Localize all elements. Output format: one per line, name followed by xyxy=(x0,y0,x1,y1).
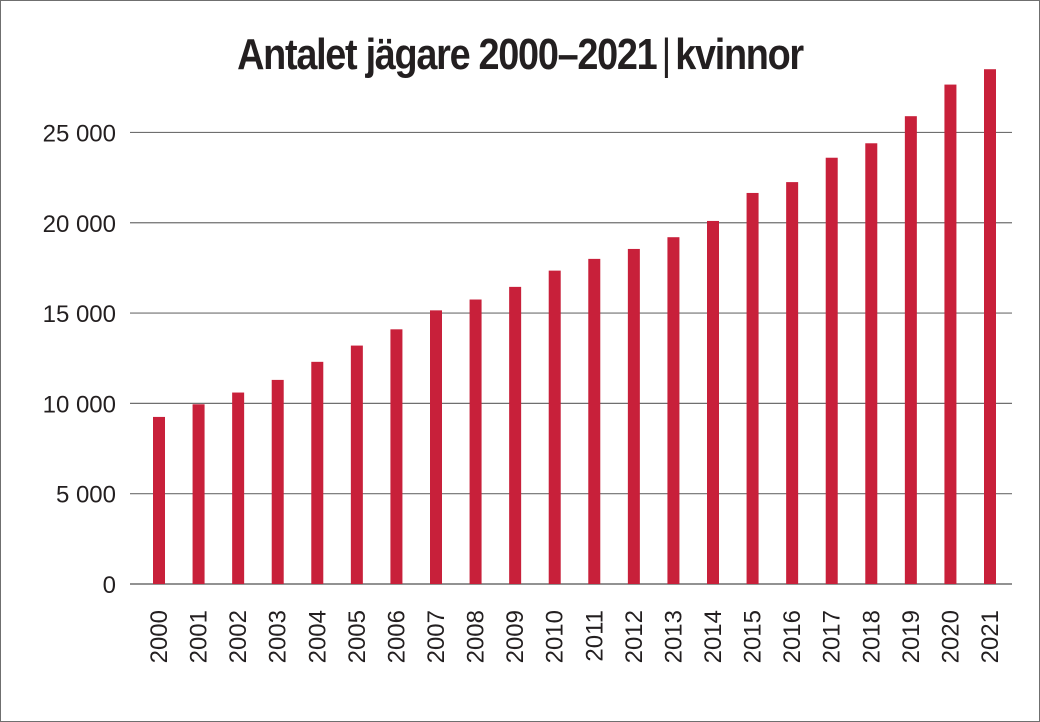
y-tick-label: 5 000 xyxy=(56,482,116,509)
bar-2006 xyxy=(390,329,403,584)
bar-2017 xyxy=(825,157,838,584)
y-axis-ticks: 0 5 000 10 000 15 000 20 000 25 000 xyxy=(43,120,116,599)
x-tick-label: 2003 xyxy=(265,610,292,663)
y-tick-label: 10 000 xyxy=(43,391,116,418)
bar-2019 xyxy=(904,116,917,584)
gridlines xyxy=(130,131,1012,585)
bar-2007 xyxy=(430,310,442,584)
chart-title: Antalet jägare 2000–2021 | kvinnor xyxy=(73,30,967,80)
x-tick-label: 2005 xyxy=(344,610,371,663)
bar-2004 xyxy=(311,361,324,584)
x-tick-label: 2012 xyxy=(621,610,648,663)
bar-2009 xyxy=(509,286,522,584)
bar-2021 xyxy=(984,69,996,584)
bar-2012 xyxy=(627,248,640,584)
bar-2020 xyxy=(944,84,957,585)
y-tick-label: 15 000 xyxy=(43,301,116,328)
x-tick-label: 2021 xyxy=(977,610,1004,663)
x-tick-label: 2001 xyxy=(186,610,213,663)
bar-2018 xyxy=(865,143,878,584)
bar-2011 xyxy=(588,258,601,584)
x-tick-label: 2010 xyxy=(542,610,569,663)
bar-2015 xyxy=(746,192,759,585)
chart-title-separator: | xyxy=(661,30,672,79)
x-tick-label: 2004 xyxy=(304,610,331,663)
x-tick-label: 2015 xyxy=(740,610,767,663)
x-tick-label: 2014 xyxy=(700,610,727,663)
bar-2014 xyxy=(707,220,719,584)
x-tick-label: 2016 xyxy=(779,610,806,663)
x-axis-ticks: 2000 2001 2002 2003 2004 2005 2006 2007 2008 2009… xyxy=(146,610,1004,663)
y-tick-label: 25 000 xyxy=(43,120,116,147)
x-tick-label: 2019 xyxy=(898,610,925,663)
x-tick-label: 2007 xyxy=(423,610,450,663)
x-tick-label: 2000 xyxy=(146,610,173,663)
bar-2001 xyxy=(192,404,205,584)
bar-2008 xyxy=(469,299,482,584)
x-tick-label: 2018 xyxy=(858,610,885,663)
bar-2010 xyxy=(548,270,561,584)
bar-2016 xyxy=(786,182,799,584)
x-tick-label: 2013 xyxy=(660,610,687,663)
x-tick-label: 2006 xyxy=(383,610,410,663)
y-tick-label: 0 xyxy=(103,572,116,599)
x-tick-label: 2002 xyxy=(225,610,252,663)
bar-2005 xyxy=(350,345,363,584)
chart-title-suffix: kvinnor xyxy=(675,30,804,79)
y-tick-label: 20 000 xyxy=(43,211,116,238)
x-tick-label: 2009 xyxy=(502,610,529,663)
bar-2000 xyxy=(153,416,165,584)
bar-2013 xyxy=(667,237,680,584)
x-tick-label: 2008 xyxy=(463,610,490,663)
bar-2002 xyxy=(232,392,245,584)
chart-title-main: Antalet jägare 2000–2021 xyxy=(237,30,658,79)
x-tick-label: 2020 xyxy=(937,610,964,663)
x-tick-label: 2011 xyxy=(581,610,608,662)
bars xyxy=(153,69,996,585)
bar-2003 xyxy=(271,379,284,584)
x-tick-label: 2017 xyxy=(819,610,846,663)
